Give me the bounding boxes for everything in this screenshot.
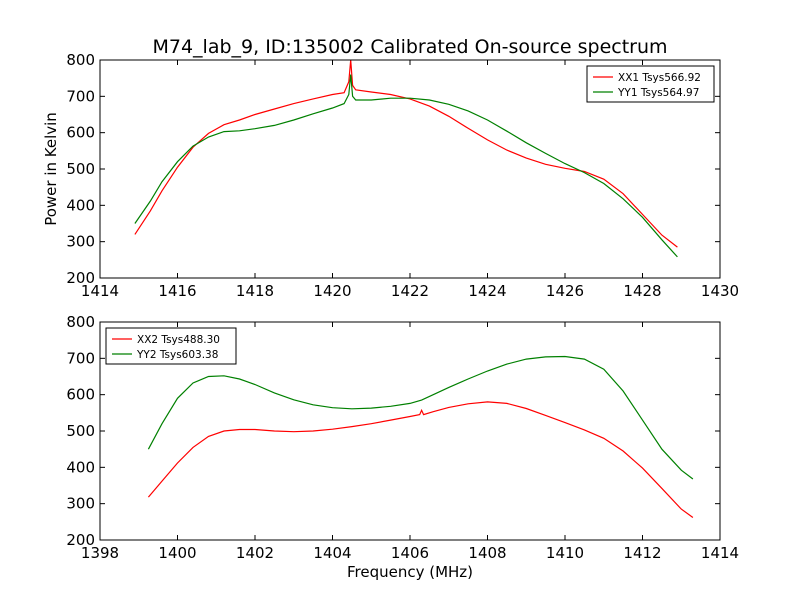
series-line-2 xyxy=(134,74,678,258)
x-tick-label: 1412 xyxy=(623,544,661,562)
legend-box xyxy=(105,327,237,365)
x-tick-label: 1420 xyxy=(313,282,351,300)
y-tick-label: 600 xyxy=(66,386,95,404)
x-tick-label: 1408 xyxy=(468,544,506,562)
chart-title: M74_lab_9, ID:135002 Calibrated On-sourc… xyxy=(152,36,667,58)
legend-label: YY2 Tsys603.38 xyxy=(136,349,218,361)
series-line-1 xyxy=(147,401,694,518)
legend-label: XX1 Tsys566.92 xyxy=(618,72,701,84)
x-axis-label: Frequency (MHz) xyxy=(347,563,473,581)
y-tick-label: 700 xyxy=(66,87,95,105)
y-tick-label: 800 xyxy=(66,313,95,331)
y-tick-label: 500 xyxy=(66,422,95,440)
bottom-spectrum-panel: 1398 1400 1402 1404 1406 1408 1410 1412 1414 200 3… xyxy=(66,313,739,581)
y-tick-label: 200 xyxy=(66,269,95,287)
legend-box xyxy=(586,65,715,103)
legend: XX2 Tsys488.30 YY2 Tsys603.38 xyxy=(105,327,237,365)
x-tick-label: 1410 xyxy=(546,544,584,562)
x-tick-label: 1398 xyxy=(81,544,119,562)
legend-label: XX2 Tsys488.30 xyxy=(137,334,220,346)
y-axis-label: Power in Kelvin xyxy=(42,112,60,226)
x-tick-label: 1404 xyxy=(313,544,351,562)
x-tick-label: 1414 xyxy=(701,544,739,562)
x-tick-label: 1402 xyxy=(236,544,274,562)
y-tick-label: 700 xyxy=(66,349,95,367)
y-tick-label: 600 xyxy=(66,124,95,142)
x-tick-label: 1418 xyxy=(236,282,274,300)
top-spectrum-panel: 1414 1416 1418 1420 1422 1424 1426 1428 1430 200 3… xyxy=(42,51,739,300)
y-tick-label: 300 xyxy=(66,495,95,513)
x-tick-label: 1400 xyxy=(158,544,196,562)
x-tick-label: 1422 xyxy=(391,282,429,300)
y-tick-label: 800 xyxy=(66,51,95,69)
y-tick-label: 500 xyxy=(66,160,95,178)
y-tick-label: 200 xyxy=(66,531,95,549)
y-tick-label: 400 xyxy=(66,196,95,214)
legend: XX1 Tsys566.92 YY1 Tsys564.97 xyxy=(586,65,715,103)
series-line-1 xyxy=(134,60,678,248)
x-tick-label: 1430 xyxy=(701,282,739,300)
series-line-2 xyxy=(147,355,694,480)
y-tick-label: 400 xyxy=(66,458,95,476)
x-tick-label: 1424 xyxy=(468,282,506,300)
x-tick-label: 1406 xyxy=(391,544,429,562)
legend-label: YY1 Tsys564.97 xyxy=(617,87,699,99)
x-tick-label: 1416 xyxy=(158,282,196,300)
y-tick-label: 300 xyxy=(66,233,95,251)
x-tick-label: 1414 xyxy=(81,282,119,300)
x-tick-label: 1426 xyxy=(546,282,584,300)
x-tick-label: 1428 xyxy=(623,282,661,300)
